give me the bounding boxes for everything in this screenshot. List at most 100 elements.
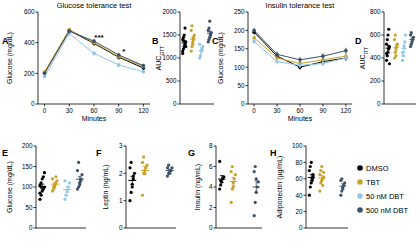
y-axis xyxy=(248,12,249,104)
point xyxy=(68,181,71,184)
point xyxy=(275,53,279,57)
error-cap xyxy=(40,189,44,190)
point xyxy=(254,165,257,168)
plot-area xyxy=(43,28,145,78)
point xyxy=(275,60,279,64)
point xyxy=(92,52,96,56)
point xyxy=(76,169,79,172)
point xyxy=(42,175,45,178)
y-tick-label: 0 xyxy=(377,100,381,107)
x-tick-label: 90 xyxy=(115,107,123,114)
point xyxy=(208,20,211,23)
y-tick-label: 1000 xyxy=(162,54,177,61)
panel-letter: D xyxy=(355,36,362,46)
error-cap xyxy=(411,37,413,38)
point xyxy=(231,165,234,168)
y-tick-label: 20 xyxy=(295,208,303,215)
y-tick xyxy=(304,211,307,212)
y-label-text: Adiponectin (µg/mL) xyxy=(276,156,284,219)
title: Glucose tolerance test xyxy=(57,1,133,10)
error-cap xyxy=(232,177,235,178)
y-tick xyxy=(124,146,127,147)
y-tick xyxy=(36,42,39,43)
point xyxy=(394,33,397,36)
error-bar xyxy=(192,36,193,42)
series-line xyxy=(254,38,346,64)
y-tick-label: 0 xyxy=(173,100,177,107)
x-tick-label: 0 xyxy=(252,107,256,114)
point xyxy=(344,56,348,60)
panel-letter: G xyxy=(188,148,195,158)
panel-letter: B xyxy=(152,36,159,46)
y-tick-label: 600 xyxy=(24,8,35,15)
y-tick-label: 800 xyxy=(370,8,381,15)
legend-label: TBT xyxy=(366,178,381,187)
x-axis xyxy=(36,228,86,229)
y-tick xyxy=(124,228,127,229)
y-axis-label: AUCITT xyxy=(359,47,369,69)
error-cap xyxy=(255,193,258,194)
y-tick-label: 80 xyxy=(295,159,303,166)
error-cap xyxy=(183,45,186,46)
point xyxy=(339,194,342,197)
point xyxy=(167,164,170,167)
error-cap xyxy=(130,176,134,177)
panel: GInsulin (ng/mL)02468 xyxy=(188,142,262,231)
y-tick xyxy=(34,187,37,188)
y-tick xyxy=(178,81,181,82)
point xyxy=(142,70,146,74)
point xyxy=(51,177,54,180)
point xyxy=(65,194,68,197)
y-tick-label: 200 xyxy=(234,27,245,34)
y-label-text: Glucose (mg/dL) xyxy=(217,32,225,84)
panel: FLeptin (ng/mL)0123 xyxy=(96,142,176,231)
point xyxy=(401,59,404,62)
error-cap xyxy=(65,186,69,187)
error-cap xyxy=(200,47,203,48)
point xyxy=(403,40,406,43)
plot-area xyxy=(385,28,415,66)
error-bar xyxy=(342,184,343,189)
y-axis xyxy=(306,146,307,228)
plot-area xyxy=(128,155,174,202)
y-tick xyxy=(382,12,385,13)
panel-letter: F xyxy=(96,148,102,158)
x-tick-label: 30 xyxy=(274,107,282,114)
x-axis xyxy=(180,104,214,105)
point xyxy=(234,173,237,176)
point xyxy=(252,40,256,44)
y-tick xyxy=(178,35,181,36)
point xyxy=(219,183,222,186)
error-cap xyxy=(191,41,194,42)
point xyxy=(232,185,235,188)
error-cap xyxy=(78,182,82,183)
error-bar xyxy=(256,181,257,193)
y-axis-label: Glucose (mg/dL) xyxy=(6,161,14,213)
y-axis-label: Glucose (mg/dL) xyxy=(217,32,225,84)
point xyxy=(387,28,390,31)
y-tick xyxy=(34,207,37,208)
legend-marker xyxy=(357,193,363,199)
point xyxy=(309,165,312,168)
y-tick xyxy=(246,12,249,13)
point xyxy=(344,49,348,53)
point xyxy=(53,185,56,188)
x-tick-label: 120 xyxy=(138,107,149,114)
point xyxy=(298,64,302,68)
error-bar xyxy=(233,177,234,185)
y-tick xyxy=(178,58,181,59)
x-tick-label: 60 xyxy=(296,107,304,114)
error-cap xyxy=(232,185,235,186)
y-tick xyxy=(382,58,385,59)
point xyxy=(38,198,41,201)
plot-area xyxy=(218,160,260,218)
point xyxy=(142,155,145,158)
plot-area xyxy=(38,161,84,201)
y-tick xyxy=(34,166,37,167)
point xyxy=(198,43,201,46)
point xyxy=(393,38,396,41)
point xyxy=(402,54,405,57)
point xyxy=(310,161,313,164)
error-cap xyxy=(143,174,147,175)
error-bar xyxy=(42,184,43,189)
